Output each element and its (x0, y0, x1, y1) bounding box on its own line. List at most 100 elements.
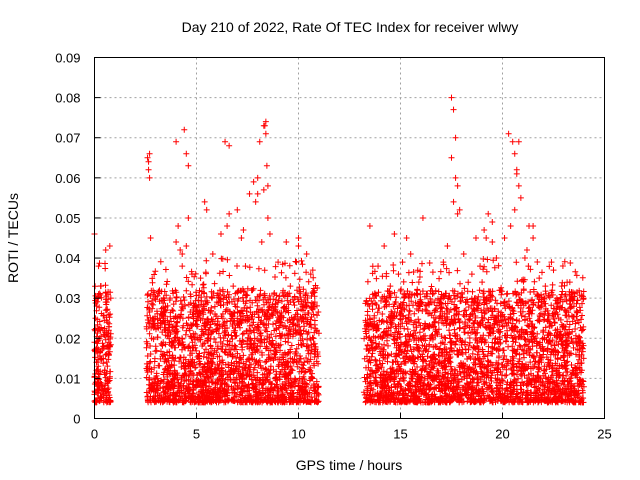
y-tick-label: 0.01 (55, 371, 80, 386)
data-point (256, 138, 263, 145)
data-point (261, 122, 268, 129)
data-point (145, 166, 152, 173)
data-point (246, 190, 253, 197)
data-point (399, 259, 406, 266)
data-point (523, 247, 530, 254)
data-point (307, 271, 314, 278)
data-point (477, 263, 484, 270)
data-point (513, 170, 520, 177)
data-point (515, 138, 522, 145)
data-point (572, 351, 579, 358)
data-point (222, 138, 229, 145)
data-point (147, 235, 154, 241)
data-point (530, 235, 537, 241)
data-point (530, 222, 537, 229)
data-point (493, 255, 500, 262)
data-point (521, 255, 528, 262)
data-point (483, 235, 490, 241)
axis-ticks: 0 5 10 15 20 25 0 0.01 0.02 0.03 0.04 0.05 0.06 0.07 0… (55, 51, 612, 442)
data-point (179, 263, 186, 270)
x-tick-label: 0 (91, 427, 98, 442)
data-point (509, 138, 516, 145)
data-point (283, 239, 290, 246)
data-point (234, 206, 241, 213)
data-point (454, 182, 461, 189)
data-point (419, 214, 426, 221)
data-point (226, 210, 233, 217)
data-point (146, 150, 153, 157)
data-point (262, 130, 269, 137)
data-point (254, 190, 261, 197)
data-point (387, 283, 394, 290)
data-point (102, 247, 109, 254)
dense-point-cloud (91, 255, 587, 406)
data-point (240, 226, 247, 233)
data-point (452, 134, 459, 141)
data-point (452, 174, 459, 181)
data-point (448, 94, 455, 101)
data-point (489, 218, 496, 225)
data-point (517, 194, 524, 201)
data-point (203, 206, 210, 213)
data-point (407, 251, 414, 258)
data-point (144, 154, 151, 161)
data-point (230, 283, 237, 290)
data-point (501, 235, 508, 241)
data-point (185, 214, 192, 221)
data-point (450, 106, 457, 113)
y-tick-label: 0.03 (55, 291, 80, 306)
data-point (179, 251, 186, 258)
data-point (106, 243, 113, 250)
data-point (309, 267, 316, 274)
data-point (479, 279, 486, 286)
data-point (252, 198, 259, 205)
data-point (536, 275, 543, 282)
data-point (238, 235, 245, 241)
data-point (505, 130, 512, 137)
data-point (173, 239, 180, 246)
data-point (173, 138, 180, 145)
data-point (185, 162, 192, 169)
data-point (266, 230, 273, 237)
data-point (295, 243, 302, 250)
data-point (462, 307, 469, 314)
data-point (381, 243, 388, 250)
data-point (224, 222, 231, 229)
x-tick-label: 25 (597, 427, 611, 442)
data-point (264, 214, 271, 221)
plot-frame (94, 57, 605, 419)
y-tick-label: 0.02 (55, 331, 80, 346)
data-point (262, 118, 269, 125)
data-point (242, 263, 249, 270)
data-point (293, 259, 300, 266)
y-tick-label: 0.07 (55, 131, 80, 146)
data-point (472, 235, 479, 241)
data-point (550, 267, 557, 274)
x-tick-label: 5 (193, 427, 200, 442)
data-point (183, 150, 190, 157)
data-point (460, 251, 467, 258)
x-axis-label: GPS time / hours (296, 457, 403, 473)
data-point (107, 295, 114, 302)
chart-title: Day 210 of 2022, Rate Of TEC Index for r… (182, 19, 519, 35)
data-point (177, 247, 184, 254)
data-point (197, 275, 204, 282)
data-point (287, 283, 294, 290)
data-point (375, 263, 382, 270)
data-point (395, 271, 402, 278)
data-point (450, 198, 457, 205)
y-axis-label: ROTI / TECUs (5, 193, 21, 283)
data-point (481, 226, 488, 233)
data-point (456, 206, 463, 213)
data-point (303, 251, 310, 258)
data-point (217, 230, 224, 237)
data-point (548, 259, 555, 266)
y-tick-label: 0 (73, 412, 80, 427)
data-point (489, 239, 496, 246)
data-points (91, 94, 587, 406)
y-tick-label: 0.09 (55, 51, 80, 66)
y-tick-label: 0.05 (55, 211, 80, 226)
data-point (201, 198, 208, 205)
data-point (226, 142, 233, 149)
